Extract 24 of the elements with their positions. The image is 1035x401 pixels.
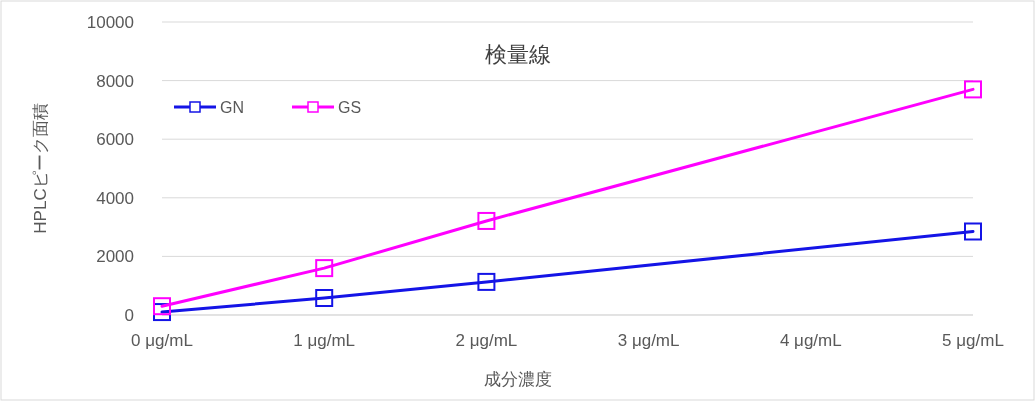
y-tick-label: 2000 [96, 247, 134, 267]
point [153, 297, 171, 316]
point [315, 289, 334, 308]
x-tick-label: 3 μg/mL [617, 331, 680, 350]
point [477, 272, 496, 291]
y-tick-label: 4000 [96, 188, 134, 208]
x-axis-title: 成分濃度 [483, 370, 552, 389]
y-tick-label: 0 [124, 306, 134, 325]
y-tick-label: 10000 [86, 13, 134, 32]
x-tick-label: 2 μg/mL [455, 331, 518, 350]
point [964, 222, 982, 241]
text: 検量線 [484, 42, 551, 67]
y-tick-label: 8000 [96, 71, 134, 91]
point [315, 259, 334, 278]
y-tick-label: 6000 [96, 130, 134, 150]
x-tick-label: 5 μg/mL [942, 331, 1004, 350]
x-tick-label: 1 μg/mL [293, 331, 356, 350]
legend-label: GN [220, 99, 244, 116]
legend-label: GS [338, 99, 362, 116]
y-axis-title: HPLCピーク面積 [31, 103, 50, 234]
x-tick-label: 4 μg/mL [779, 331, 842, 350]
point [477, 211, 496, 230]
x-tick-label: 0 μg/mL [131, 331, 193, 350]
point [964, 80, 982, 99]
